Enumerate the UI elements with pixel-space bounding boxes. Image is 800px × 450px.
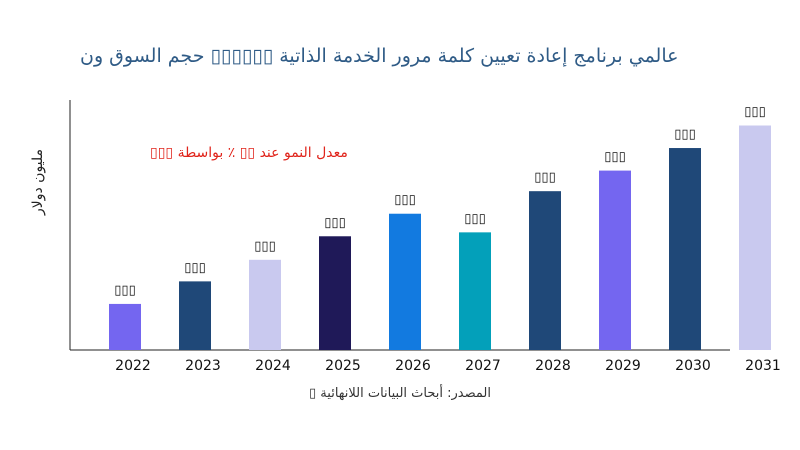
data-label-2028: ▯▯▯ (534, 170, 555, 185)
data-label-2029: ▯▯▯ (604, 150, 625, 165)
x-tick-2029: 2029 (605, 358, 641, 374)
data-label-2026: ▯▯▯ (394, 193, 415, 208)
x-tick-2027: 2027 (465, 358, 501, 374)
x-tick-2030: 2030 (675, 358, 711, 374)
data-label-2022: ▯▯▯ (114, 283, 135, 298)
growth-annotation: معدل النمو عند ▯▯ ٪ بواسطة ▯▯▯ (150, 145, 348, 161)
bar-2023 (179, 281, 211, 350)
bars-group (109, 125, 771, 350)
x-tick-2022: 2022 (115, 358, 151, 374)
data-labels-group: ▯▯▯ ▯▯▯ ▯▯▯ ▯▯▯ ▯▯▯ ▯▯▯ ▯▯▯ ▯▯▯ ▯▯▯ ▯▯▯ (114, 104, 765, 297)
data-label-2030: ▯▯▯ (674, 127, 695, 142)
x-tick-2025: 2025 (325, 358, 361, 374)
x-tick-2023: 2023 (185, 358, 221, 374)
x-tick-2026: 2026 (395, 358, 431, 374)
data-label-2027: ▯▯▯ (464, 211, 485, 226)
x-ticks-group: 2022 2023 2024 2025 2026 2027 2028 2029 2030 2031 (115, 358, 781, 374)
data-label-2024: ▯▯▯ (254, 239, 275, 254)
bar-2026 (389, 213, 421, 350)
bar-2029 (599, 170, 631, 350)
chart-title: عالمي برنامج إعادة تعيين كلمة مرور الخدم… (80, 45, 679, 67)
data-label-2023: ▯▯▯ (184, 260, 205, 275)
data-label-2025: ▯▯▯ (324, 215, 345, 230)
x-tick-2024: 2024 (255, 358, 291, 374)
bar-2030 (669, 148, 701, 350)
data-label-2031: ▯▯▯ (744, 104, 765, 119)
bar-2024 (249, 259, 281, 350)
bar-2027 (459, 232, 491, 350)
bar-2028 (529, 191, 561, 350)
bar-2025 (319, 236, 351, 350)
x-tick-2028: 2028 (535, 358, 571, 374)
bar-2022 (109, 303, 141, 350)
x-tick-2031: 2031 (745, 358, 781, 374)
source-note: المصدر: أبحاث البيانات اللانهائية ▯ (309, 386, 491, 401)
bar-2031 (739, 125, 771, 350)
